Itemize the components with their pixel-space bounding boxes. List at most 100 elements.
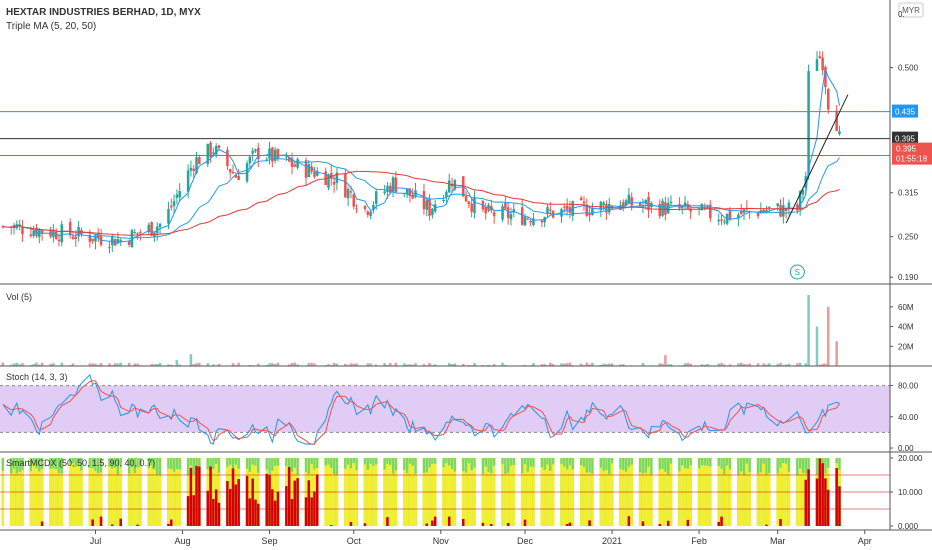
candle-body[interactable] — [762, 209, 765, 212]
candle-body[interactable] — [599, 201, 603, 211]
volume-bar[interactable] — [60, 362, 64, 366]
volume-bar[interactable] — [453, 363, 457, 366]
mcdx-bar-red[interactable] — [838, 486, 841, 526]
volume-bar[interactable] — [568, 362, 572, 366]
candle-body[interactable] — [212, 152, 215, 154]
mcdx-pane[interactable] — [0, 458, 890, 526]
mcdx-bar-red[interactable] — [198, 466, 201, 526]
candle-body[interactable] — [369, 211, 372, 216]
candle-body[interactable] — [32, 230, 35, 236]
candle-body[interactable] — [824, 67, 827, 88]
candle-body[interactable] — [226, 149, 229, 166]
volume-bar[interactable] — [815, 326, 819, 366]
volume-bar[interactable] — [585, 362, 589, 366]
mcdx-bar-red[interactable] — [330, 525, 333, 526]
mcdx-bar-red[interactable] — [186, 496, 190, 526]
candle-body[interactable] — [29, 234, 33, 237]
candle-body[interactable] — [94, 235, 97, 242]
volume-bar[interactable] — [88, 363, 92, 366]
candle-body[interactable] — [607, 203, 611, 213]
candle-body[interactable] — [344, 173, 347, 198]
candle-body[interactable] — [21, 227, 24, 235]
volume-bar[interactable] — [748, 363, 751, 366]
mcdx-bar-red[interactable] — [807, 469, 810, 526]
currency-badge[interactable] — [898, 2, 924, 18]
mcdx-bar-red[interactable] — [169, 519, 173, 526]
candle-body[interactable] — [245, 163, 249, 182]
candle-body[interactable] — [728, 210, 732, 220]
mcdx-bar-red[interactable] — [310, 497, 313, 526]
candle-body[interactable] — [506, 207, 510, 219]
volume-bar[interactable] — [706, 364, 709, 366]
candle-body[interactable] — [526, 218, 530, 220]
candle-body[interactable] — [464, 196, 468, 202]
candle-body[interactable] — [127, 241, 131, 245]
candle-body[interactable] — [327, 174, 330, 188]
volume-bar[interactable] — [307, 363, 311, 366]
volume-bar[interactable] — [487, 364, 490, 366]
volume-bar[interactable] — [155, 364, 159, 366]
mcdx-bar-red[interactable] — [461, 518, 465, 526]
mcdx-bar-red[interactable] — [804, 479, 808, 526]
volume-bar[interactable] — [369, 363, 372, 366]
candle-body[interactable] — [582, 201, 586, 204]
mcdx-bar-red[interactable] — [433, 516, 437, 526]
candle-body[interactable] — [335, 172, 339, 183]
volume-bar[interactable] — [119, 362, 122, 366]
candle-body[interactable] — [388, 185, 392, 193]
candle-body[interactable] — [801, 189, 805, 195]
volume-bar[interactable] — [169, 364, 173, 366]
volume-bar[interactable] — [607, 363, 611, 366]
volume-bar[interactable] — [835, 341, 838, 366]
mcdx-bar-red[interactable] — [192, 495, 195, 526]
volume-bar[interactable] — [167, 364, 170, 366]
mcdx-bar-red[interactable] — [447, 516, 451, 526]
mcdx-bar-red[interactable] — [641, 521, 645, 526]
candle-body[interactable] — [666, 203, 670, 214]
volume-bar[interactable] — [374, 364, 378, 366]
mcdx-bar-red[interactable] — [40, 521, 44, 526]
mcdx-bar-red[interactable] — [779, 519, 782, 526]
volume-bar[interactable] — [35, 362, 38, 366]
mcdx-bar-red[interactable] — [136, 524, 139, 526]
candle-body[interactable] — [563, 206, 566, 208]
candle-body[interactable] — [835, 110, 838, 131]
stoch-title[interactable]: Stoch (14, 3, 3) — [6, 372, 68, 382]
candle-body[interactable] — [405, 188, 409, 195]
volume-bar[interactable] — [605, 364, 608, 366]
volume-bar[interactable] — [133, 363, 137, 366]
candle-body[interactable] — [532, 218, 535, 225]
candle-body[interactable] — [565, 205, 569, 210]
candle-body[interactable] — [776, 203, 779, 207]
candle-body[interactable] — [363, 205, 367, 210]
mcdx-bar-red[interactable] — [588, 520, 591, 526]
candle-body[interactable] — [307, 164, 311, 178]
volume-bar[interactable] — [296, 364, 299, 366]
candle-body[interactable] — [546, 207, 549, 215]
volume-pane[interactable] — [1, 294, 841, 366]
volume-bar[interactable] — [237, 362, 240, 366]
mcdx-bar-red[interactable] — [835, 468, 838, 526]
candle-body[interactable] — [265, 159, 268, 161]
candle-body[interactable] — [237, 176, 240, 180]
volume-bar[interactable] — [178, 364, 181, 366]
candle-body[interactable] — [579, 197, 583, 201]
mcdx-bar-red[interactable] — [189, 467, 193, 526]
mcdx-bar-red[interactable] — [386, 517, 389, 526]
volume-bar[interactable] — [268, 363, 271, 366]
candle-body[interactable] — [175, 194, 179, 198]
mcdx-bar-red[interactable] — [481, 522, 485, 526]
candle-body[interactable] — [585, 205, 589, 216]
mcdx-bar-red[interactable] — [307, 480, 311, 526]
candle-body[interactable] — [195, 157, 198, 174]
volume-bar[interactable] — [745, 364, 749, 366]
candle-body[interactable] — [169, 205, 173, 208]
volume-bar[interactable] — [94, 363, 97, 366]
candle-body[interactable] — [214, 145, 218, 155]
candle-body[interactable] — [798, 191, 802, 210]
mcdx-title[interactable]: SmartMCDX (50, 50, 1.5, 90, 40, 0.7) — [6, 458, 155, 468]
volume-bar[interactable] — [717, 363, 721, 366]
volume-bar[interactable] — [15, 362, 19, 366]
volume-bar[interactable] — [408, 364, 412, 366]
candle-body[interactable] — [815, 59, 819, 72]
